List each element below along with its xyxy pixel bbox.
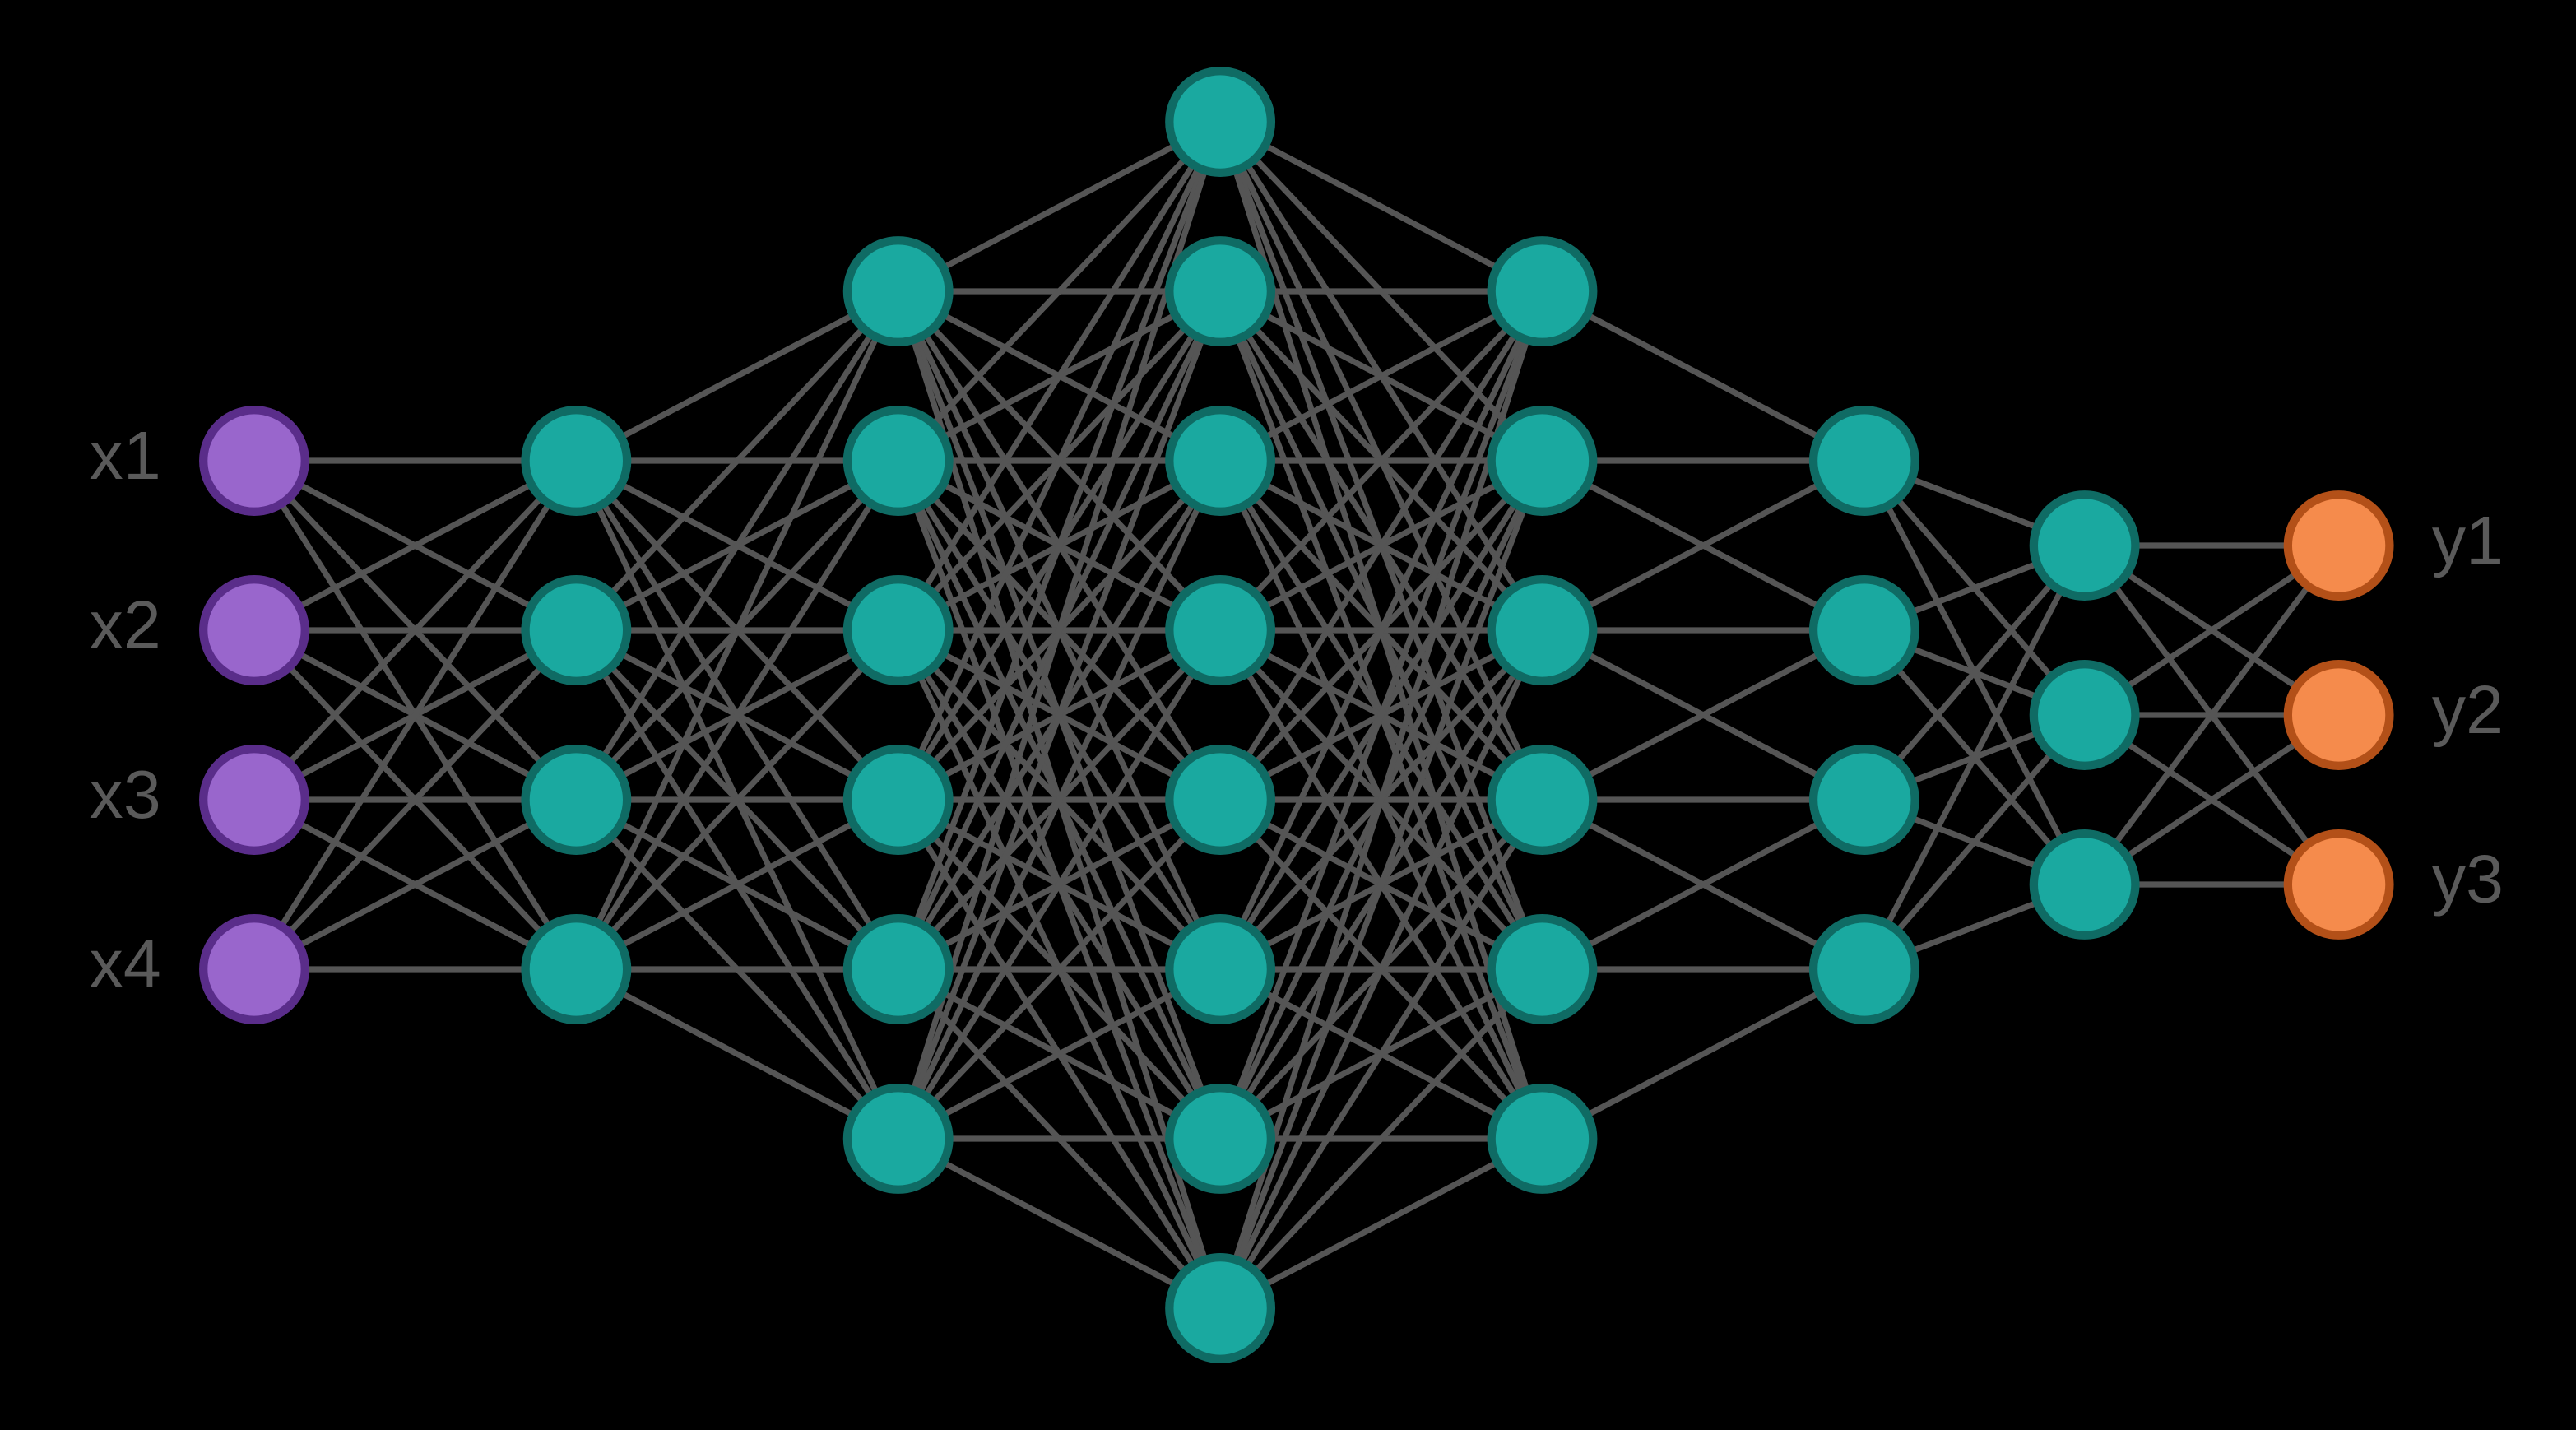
hidden-node: [1169, 1257, 1271, 1359]
input-label: x4: [90, 926, 161, 1002]
hidden-node: [1169, 410, 1271, 512]
hidden-node: [526, 410, 628, 512]
output-node: [2288, 833, 2390, 936]
edge: [898, 122, 1220, 630]
edge: [1220, 461, 1542, 1308]
hidden-node: [1169, 1088, 1271, 1190]
hidden-node: [2034, 664, 2136, 766]
nodes-layer: [203, 71, 2389, 1359]
hidden-node: [1813, 410, 1915, 512]
hidden-node: [1169, 579, 1271, 681]
hidden-node: [847, 1088, 949, 1190]
hidden-node: [1813, 749, 1915, 851]
input-label: x2: [90, 587, 161, 663]
hidden-node: [1169, 240, 1271, 342]
hidden-node: [1169, 749, 1271, 851]
input-node: [203, 918, 305, 1020]
hidden-node: [1492, 1088, 1594, 1190]
hidden-node: [526, 579, 628, 681]
output-node: [2288, 664, 2390, 766]
hidden-node: [1492, 240, 1594, 342]
hidden-node: [1813, 579, 1915, 681]
hidden-node: [1169, 71, 1271, 173]
hidden-node: [1492, 749, 1594, 851]
input-label: x1: [90, 418, 161, 494]
hidden-node: [526, 749, 628, 851]
hidden-node: [1492, 579, 1594, 681]
hidden-node: [847, 579, 949, 681]
input-label: x3: [90, 757, 161, 833]
input-node: [203, 749, 305, 851]
edge: [576, 291, 898, 800]
hidden-node: [1492, 410, 1594, 512]
output-label: y2: [2432, 672, 2504, 748]
hidden-node: [847, 410, 949, 512]
hidden-node: [1169, 918, 1271, 1020]
hidden-node: [2034, 494, 2136, 597]
hidden-node: [847, 918, 949, 1020]
output-label: y1: [2432, 503, 2504, 578]
hidden-node: [847, 749, 949, 851]
edge: [898, 122, 1220, 969]
output-node: [2288, 494, 2390, 597]
input-node: [203, 410, 305, 512]
hidden-node: [1813, 918, 1915, 1020]
edge: [1220, 800, 1542, 1308]
output-label: y3: [2432, 842, 2504, 917]
neural-network-diagram: x1 x2 x3 x4 y1 y2 y3: [0, 0, 2576, 1430]
edges-layer: [254, 122, 2339, 1308]
hidden-node: [2034, 833, 2136, 936]
input-node: [203, 579, 305, 681]
hidden-node: [1492, 918, 1594, 1020]
hidden-node: [847, 240, 949, 342]
hidden-node: [526, 918, 628, 1020]
